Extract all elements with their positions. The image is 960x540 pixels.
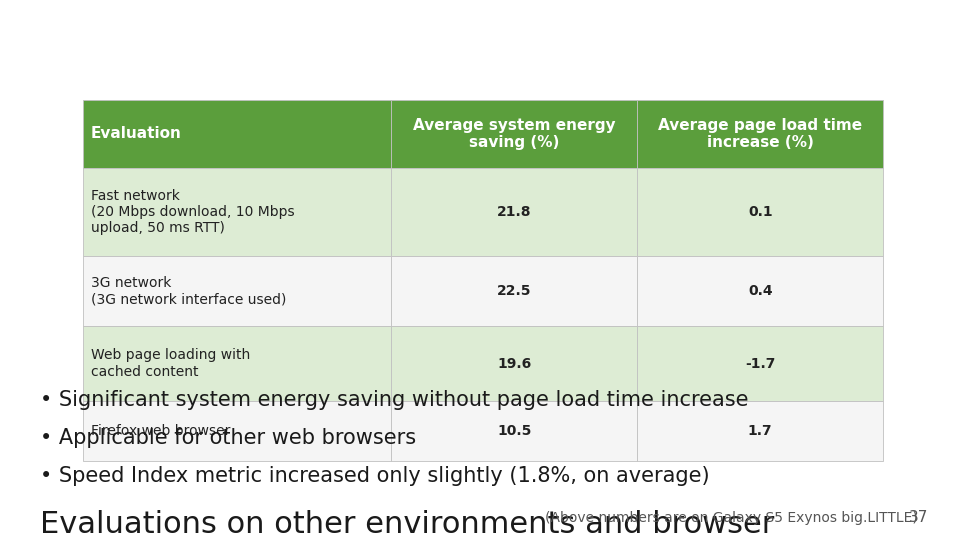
Text: 10.5: 10.5 [497,424,532,438]
Text: 21.8: 21.8 [497,205,532,219]
Text: 22.5: 22.5 [497,284,532,298]
Text: Firefox web browser: Firefox web browser [91,424,230,438]
Bar [83,168,391,256]
Text: • Significant system energy saving without page load time increase: • Significant system energy saving witho… [40,390,749,410]
Bar [83,326,391,401]
Text: • Applicable for other web browsers: • Applicable for other web browsers [40,428,416,448]
Text: Fast network
(20 Mbps download, 10 Mbps
upload, 50 ms RTT): Fast network (20 Mbps download, 10 Mbps … [91,189,295,235]
Text: Web page loading with
cached content: Web page loading with cached content [91,348,251,379]
Text: 0.1: 0.1 [748,205,773,219]
Text: -1.7: -1.7 [745,356,776,370]
Text: 0.4: 0.4 [748,284,773,298]
Text: 37: 37 [908,510,928,525]
Text: • Speed Index metric increased only slightly (1.8%, on average): • Speed Index metric increased only slig… [40,466,709,486]
Text: 3G network
(3G network interface used): 3G network (3G network interface used) [91,276,286,306]
Bar [637,326,883,401]
Text: Average system energy
saving (%): Average system energy saving (%) [413,118,615,150]
Bar [83,256,391,326]
Bar [83,100,391,168]
Bar [637,256,883,326]
Text: Average page load time
increase (%): Average page load time increase (%) [659,118,862,150]
Text: (Above numbers are on Galaxy S5 Exynos big.LITTLE): (Above numbers are on Galaxy S5 Exynos b… [545,511,918,525]
Bar [637,401,883,461]
Bar [391,326,637,401]
Text: 19.6: 19.6 [497,356,531,370]
Bar [391,256,637,326]
Text: Evaluations on other environments and browser: Evaluations on other environments and br… [40,510,775,539]
Bar [83,401,391,461]
Bar [391,401,637,461]
Bar [637,100,883,168]
Text: 1.7: 1.7 [748,424,773,438]
Bar [637,168,883,256]
Bar [391,100,637,168]
Bar [391,168,637,256]
Text: Evaluation: Evaluation [91,126,181,141]
